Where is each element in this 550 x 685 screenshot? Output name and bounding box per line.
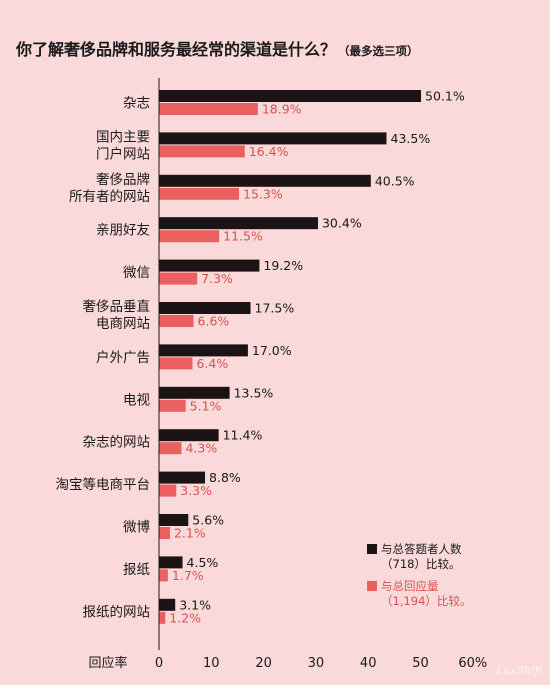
- x-axis-label: 回应率: [88, 655, 127, 671]
- value-label-respondents: 30.4%: [322, 216, 362, 231]
- value-label-respondents: 17.0%: [252, 343, 292, 358]
- bar-responses: [159, 611, 166, 624]
- bar-responses: [159, 315, 194, 327]
- chart-title-main: 你了解奢侈品牌和服务最经常的渠道是什么？: [16, 40, 337, 59]
- category-label: 微博: [123, 519, 150, 536]
- legend-swatch: [367, 581, 377, 591]
- value-label-respondents: 4.5%: [187, 555, 219, 570]
- category-label: 门户网站: [96, 145, 150, 162]
- value-label-respondents: 11.4%: [223, 428, 263, 443]
- bar-responses: [159, 272, 198, 285]
- value-label-respondents: 8.8%: [209, 470, 241, 485]
- value-label-responses: 1.7%: [172, 568, 204, 583]
- bar-respondents: [159, 132, 387, 145]
- value-label-respondents: 43.5%: [391, 131, 431, 146]
- category-label: 户外广告: [96, 349, 150, 366]
- bar-responses: [159, 442, 182, 455]
- bar-respondents: [159, 217, 318, 230]
- value-label-respondents: 17.5%: [255, 301, 295, 316]
- x-tick-label: 20: [255, 656, 272, 671]
- bar-respondents: [159, 90, 422, 102]
- legend-label: （718）比较。: [381, 557, 460, 571]
- x-tick-label: 10: [203, 656, 220, 671]
- bar-responses: [159, 569, 168, 582]
- category-label: 淘宝等电商平台: [56, 476, 151, 493]
- category-label: 杂志: [123, 96, 150, 112]
- category-label: 电商网站: [96, 316, 150, 332]
- value-label-respondents: 5.6%: [192, 513, 224, 528]
- value-label-responses: 1.2%: [169, 610, 201, 625]
- value-label-responses: 5.1%: [190, 398, 222, 413]
- watermark-logo: LuxShifi: [495, 664, 542, 677]
- legend-label: （1,194）比较。: [381, 594, 471, 608]
- x-tick-label: 60%: [458, 656, 487, 671]
- x-tick-label: 30: [308, 656, 325, 671]
- bar-responses: [159, 230, 220, 243]
- bar-respondents: [159, 598, 176, 611]
- bar-responses: [159, 145, 245, 158]
- value-label-responses: 11.5%: [223, 229, 263, 244]
- bar-responses: [159, 527, 170, 539]
- value-label-respondents: 3.1%: [179, 597, 211, 612]
- category-label: 所有者的网站: [69, 189, 150, 205]
- bar-responses: [159, 103, 258, 115]
- bar-respondents: [159, 556, 183, 569]
- value-label-respondents: 50.1%: [425, 89, 465, 104]
- category-label: 微信: [123, 265, 150, 281]
- category-label: 报纸的网站: [83, 604, 151, 620]
- bar-respondents: [159, 174, 371, 187]
- chart-title: 你了解奢侈品牌和服务最经常的渠道是什么？ （最多选三项）: [16, 36, 419, 60]
- value-label-responses: 15.3%: [243, 186, 283, 201]
- bar-respondents: [159, 386, 230, 399]
- category-label: 报纸: [123, 562, 150, 578]
- value-label-respondents: 13.5%: [234, 385, 274, 400]
- value-label-responses: 6.6%: [198, 314, 230, 329]
- value-label-responses: 18.9%: [262, 102, 302, 117]
- x-tick-label: 40: [360, 656, 377, 671]
- value-label-responses: 2.1%: [174, 526, 206, 541]
- value-label-responses: 4.3%: [185, 441, 217, 456]
- value-label-responses: 16.4%: [249, 144, 289, 159]
- bar-respondents: [159, 344, 248, 357]
- x-tick-label: 50: [412, 656, 429, 671]
- legend-swatch: [367, 544, 377, 554]
- bar-respondents: [159, 259, 260, 272]
- bar-respondents: [159, 471, 206, 484]
- value-label-responses: 3.3%: [180, 483, 212, 498]
- bar-respondents: [159, 302, 251, 314]
- category-label: 国内主要: [96, 129, 150, 145]
- category-label: 亲朋好友: [96, 223, 150, 239]
- bar-respondents: [159, 514, 189, 526]
- bar-responses: [159, 357, 193, 370]
- category-label: 奢侈品牌: [96, 171, 150, 188]
- chart-subtitle: （最多选三项）: [338, 44, 419, 58]
- value-label-respondents: 40.5%: [375, 173, 415, 188]
- x-tick-label: 0: [155, 656, 163, 671]
- bar-respondents: [159, 429, 219, 442]
- bar-responses: [159, 399, 186, 412]
- bar-responses: [159, 484, 177, 497]
- category-label: 电视: [123, 392, 150, 408]
- value-label-responses: 6.4%: [196, 356, 228, 371]
- value-label-responses: 7.3%: [201, 271, 233, 286]
- legend-label: 与总答题者人数: [381, 542, 462, 556]
- legend-label: 与总回应量: [381, 579, 439, 593]
- category-label: 杂志的网站: [83, 435, 151, 451]
- value-label-respondents: 19.2%: [263, 258, 303, 273]
- bar-responses: [159, 187, 240, 200]
- category-label: 奢侈品垂直: [83, 299, 151, 315]
